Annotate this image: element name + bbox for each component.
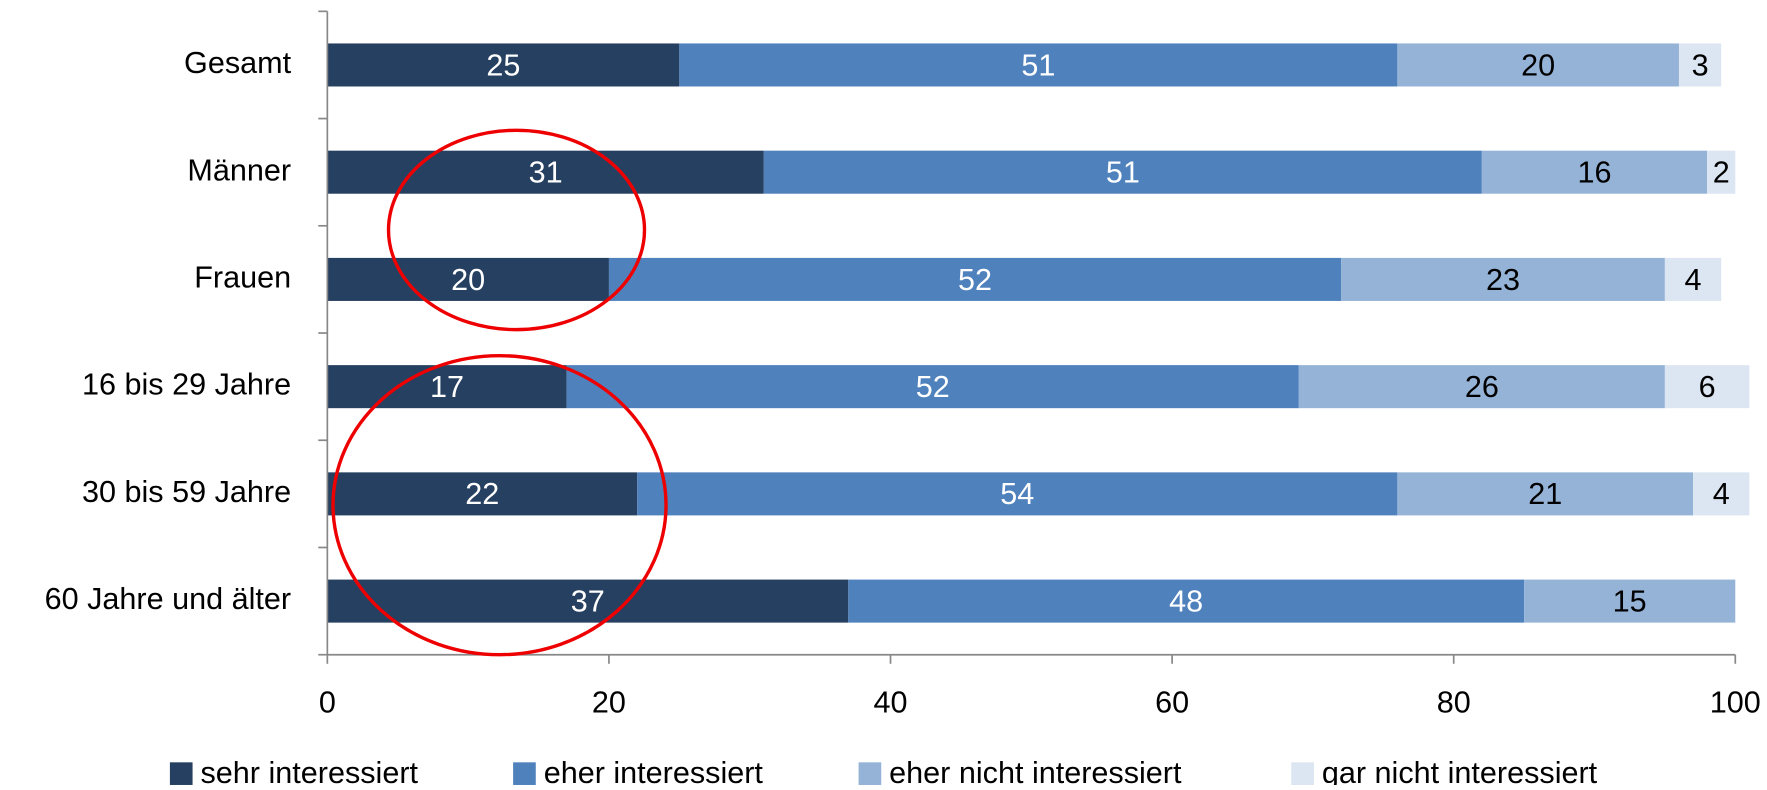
bar-segment [848,579,1525,623]
bar-segment [1481,150,1708,194]
legend-label: sehr interessiert [200,756,418,785]
data-label: 6 [1699,370,1716,404]
data-label: 3 [1692,48,1709,82]
data-label: 15 [1613,584,1647,618]
y-tick-label: Gesamt [184,46,292,80]
legend-item: sehr interessiert [169,756,419,790]
data-label: 2 [1713,156,1730,190]
data-label: 17 [430,370,464,404]
y-tick-label: Männer [187,153,291,187]
legend-label: eher interessiert [544,756,764,785]
data-label: 51 [1106,156,1140,190]
legend-label: eher nicht interessiert [889,756,1182,785]
data-label: 4 [1685,263,1702,297]
y-tick-label: 30 bis 59 Jahre [82,475,291,509]
data-label: 51 [1021,48,1055,82]
bar-segment [1707,150,1736,194]
data-label: 20 [451,263,485,297]
annotation-circles [331,128,668,657]
bar-segment [566,365,1299,409]
annotation-circle [331,353,668,657]
bar-segment [679,43,1398,87]
bar-segment [637,472,1398,516]
x-tick-label: 80 [1437,686,1471,720]
data-label: 21 [1528,477,1562,511]
y-tick-label: 16 bis 29 Jahre [82,368,291,402]
bar-segment [327,579,849,623]
bar-segment [1693,472,1750,516]
bar-segment [1397,472,1694,516]
data-label: 52 [958,263,992,297]
bar-segment [327,257,609,301]
bar-segment [1664,257,1722,301]
legend-swatch [513,762,536,785]
plot: Gesamt 25 51 20 3 Männer 31 51 16 2 Frauen 20 52 23 4 1… [45,10,1761,790]
data-label: 16 [1577,156,1611,190]
data-label: 52 [916,370,950,404]
annotation-circle [386,128,647,332]
bar-segment [608,257,1342,301]
data-label: 48 [1169,584,1203,618]
x-tick-label: 0 [319,686,336,720]
legend-item: eher nicht interessiert [858,756,1182,790]
x-tick-label: 60 [1155,686,1189,720]
bar-segment [763,150,1482,194]
data-label: 37 [571,584,605,618]
bar-segment [327,365,567,409]
x-tick-label: 100 [1710,686,1761,720]
data-label: 23 [1486,263,1520,297]
data-label: 54 [1000,477,1034,511]
data-label: 26 [1465,370,1499,404]
y-tick-label: 60 Jahre und älter [45,582,292,616]
legend-item: eher interessiert [513,756,764,790]
bar-segment [327,472,638,516]
legend-item: gar nicht interessiert [1291,756,1598,790]
bar-segment [1298,365,1665,409]
bar-segment [327,43,680,87]
bar-segment [1341,257,1665,301]
x-tick-label: 40 [874,686,908,720]
legend-swatch [1291,762,1314,785]
legend-label: gar nicht interessiert [1322,756,1598,785]
data-label: 20 [1521,48,1555,82]
legend-swatch [169,762,193,785]
x-tick-label: 20 [592,686,626,720]
data-label: 31 [529,156,563,190]
y-tick-label: Frauen [194,260,291,294]
data-label: 22 [465,477,499,511]
data-label: 25 [486,48,520,82]
bar-segment [1524,579,1736,623]
data-label: 4 [1713,477,1730,511]
legend-swatch [858,762,882,785]
bar-segment [1397,43,1679,87]
bar-segment [1678,43,1722,87]
bar-segment [1664,365,1750,409]
